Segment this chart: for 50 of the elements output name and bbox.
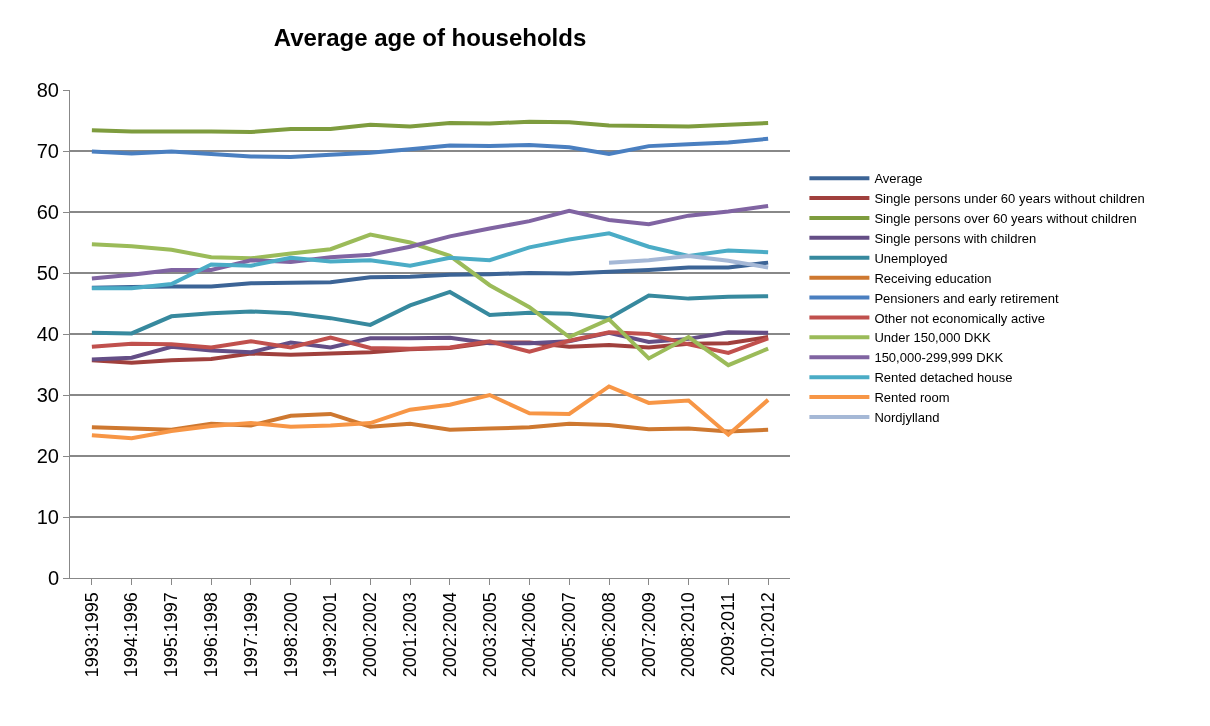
y-tick-label: 40 <box>36 323 59 345</box>
x-tick-label: 2004:2006 <box>519 592 540 678</box>
y-tick-label: 0 <box>47 567 59 589</box>
x-tick-label: 1998:2000 <box>280 592 301 678</box>
x-tick-label: 2005:2007 <box>559 592 580 678</box>
y-tick-label: 50 <box>36 262 59 284</box>
line-series <box>89 119 771 135</box>
legend-label: Rented room <box>874 390 950 406</box>
line-series <box>89 232 771 368</box>
x-tick-label: 2003:2005 <box>479 592 500 678</box>
y-tick-label: 80 <box>36 79 59 101</box>
legend-label: Under 150,000 DKK <box>874 330 992 346</box>
x-tick-label: 2006:2008 <box>598 592 619 678</box>
y-tick-label: 60 <box>36 201 59 223</box>
legend-label: 150,000-299,999 DKK <box>874 350 1004 366</box>
x-tick-label: 1997:1999 <box>240 592 261 678</box>
line-series <box>89 203 771 281</box>
x-tick-label: 2000:2002 <box>360 592 381 678</box>
legend-label: Unemployed <box>874 250 948 266</box>
line-series <box>89 330 771 355</box>
x-tick-label: 1993:1995 <box>81 592 102 678</box>
line-series <box>89 289 771 336</box>
x-tick-label: 1999:2001 <box>320 592 341 678</box>
line-series <box>89 136 771 160</box>
x-tick-label: 2009:2011 <box>718 592 739 676</box>
y-tick-label: 10 <box>36 506 59 528</box>
legend-label: Single persons under 60 years without children <box>874 191 1145 207</box>
y-tick-label: 30 <box>36 384 59 406</box>
legend-label: Single persons with children <box>874 230 1037 246</box>
line-series <box>607 253 771 270</box>
legend-label: Nordjylland <box>874 410 940 426</box>
x-tick-label: 2010:2012 <box>757 592 778 678</box>
line-series <box>89 384 771 441</box>
y-tick-label: 20 <box>36 445 59 467</box>
x-tick-label: 2002:2004 <box>439 592 460 678</box>
line-series <box>89 231 771 291</box>
x-tick-label: 1996:1998 <box>201 592 222 678</box>
x-tick-label: 1995:1997 <box>161 592 182 678</box>
x-tick-label: 2007:2009 <box>638 592 659 678</box>
chart-title: Average age of households <box>273 23 587 51</box>
y-tick-label: 70 <box>36 140 59 162</box>
legend-label: Average <box>874 171 923 187</box>
x-tick-label: 2001:2003 <box>399 592 420 678</box>
legend-label: Receiving education <box>874 270 992 286</box>
x-tick-label: 1994:1996 <box>121 592 142 678</box>
legend-label: Rented detached house <box>874 370 1013 386</box>
x-tick-label: 2008:2010 <box>678 592 699 678</box>
legend-label: Pensioners and early retirement <box>874 290 1060 306</box>
legend-label: Other not economically active <box>874 310 1045 326</box>
legend-label: Single persons over 60 years without children <box>874 211 1137 227</box>
